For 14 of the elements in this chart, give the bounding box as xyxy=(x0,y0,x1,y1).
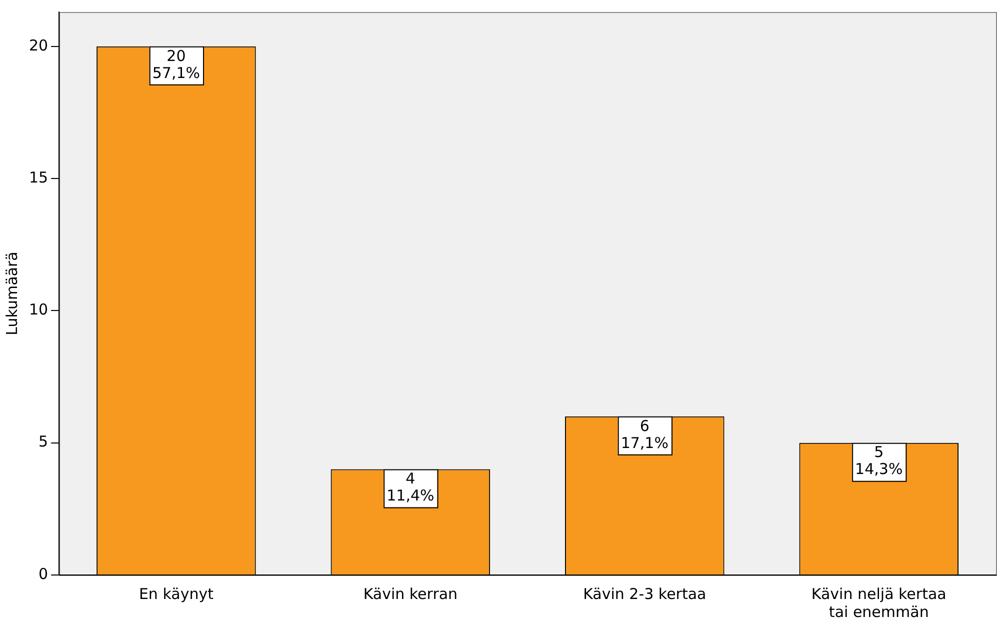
data-label: 20 57,1% xyxy=(152,46,200,82)
data-label: 4 11,4% xyxy=(386,470,434,505)
y-axis-title: Lukumäärä xyxy=(2,252,21,336)
data-label: 5 14,3% xyxy=(855,443,903,478)
x-tick-label: En käynyt xyxy=(138,584,214,603)
y-tick-label: 15 xyxy=(28,168,48,186)
data-label: 6 17,1% xyxy=(620,416,668,452)
y-tick-label: 0 xyxy=(38,564,48,583)
x-tick-label: Kävin neljä kertaa tai enemmän xyxy=(811,584,946,621)
y-tick-label: 10 xyxy=(28,300,48,319)
x-tick-label: Kävin 2-3 kertaa xyxy=(583,584,706,603)
y-tick-label: 20 xyxy=(28,36,48,54)
y-tick-label: 5 xyxy=(38,432,48,451)
x-tick-label: Kävin kerran xyxy=(363,584,458,603)
